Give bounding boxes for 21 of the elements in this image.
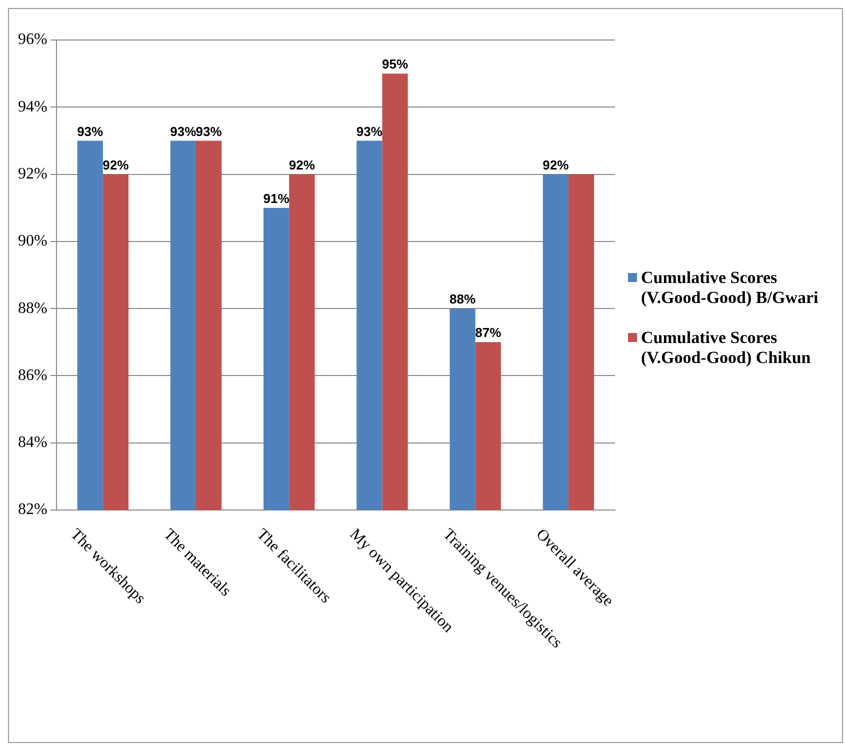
y-tick-label: 96% <box>18 31 48 48</box>
y-tick-label: 92% <box>18 165 48 182</box>
data-label: 91% <box>263 190 290 206</box>
y-tick-label: 94% <box>18 98 48 116</box>
y-tick-label: 86% <box>18 366 48 384</box>
y-tick-label: 84% <box>18 434 48 452</box>
data-label: 93% <box>356 124 383 139</box>
data-label: 93% <box>170 124 197 139</box>
y-tick-label: 90% <box>18 232 48 250</box>
data-label: 88% <box>450 292 476 307</box>
data-label: 93% <box>77 124 104 139</box>
data-label: 92% <box>542 157 570 172</box>
data-label: 95% <box>382 56 408 72</box>
y-tick-label: 88% <box>18 300 48 317</box>
data-label: 92% <box>102 157 130 172</box>
legend-label: Cumulative Scores (V.Good-Good) Chikun <box>641 328 812 368</box>
data-label: 93% <box>196 124 222 139</box>
data-label: 87% <box>475 325 502 340</box>
legend-label: Cumulative Scores (V.Good-Good) B/Gwari <box>641 268 820 308</box>
data-label: 92% <box>288 157 316 172</box>
y-tick-label: 82% <box>18 501 48 518</box>
